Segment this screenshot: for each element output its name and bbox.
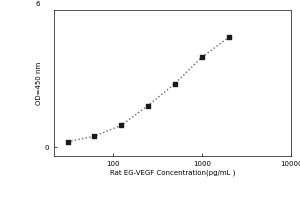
Point [200, 56, 204, 59]
Text: 6: 6 [35, 1, 40, 7]
Point [65, 140, 70, 143]
Point [172, 82, 177, 85]
Point [146, 104, 151, 107]
Y-axis label: OD=450 nm: OD=450 nm [36, 61, 42, 105]
Point [119, 124, 124, 127]
Point [92, 135, 97, 138]
X-axis label: Rat EG-VEGF Concentration(pg/mL ): Rat EG-VEGF Concentration(pg/mL ) [110, 170, 235, 176]
Point [226, 36, 231, 39]
